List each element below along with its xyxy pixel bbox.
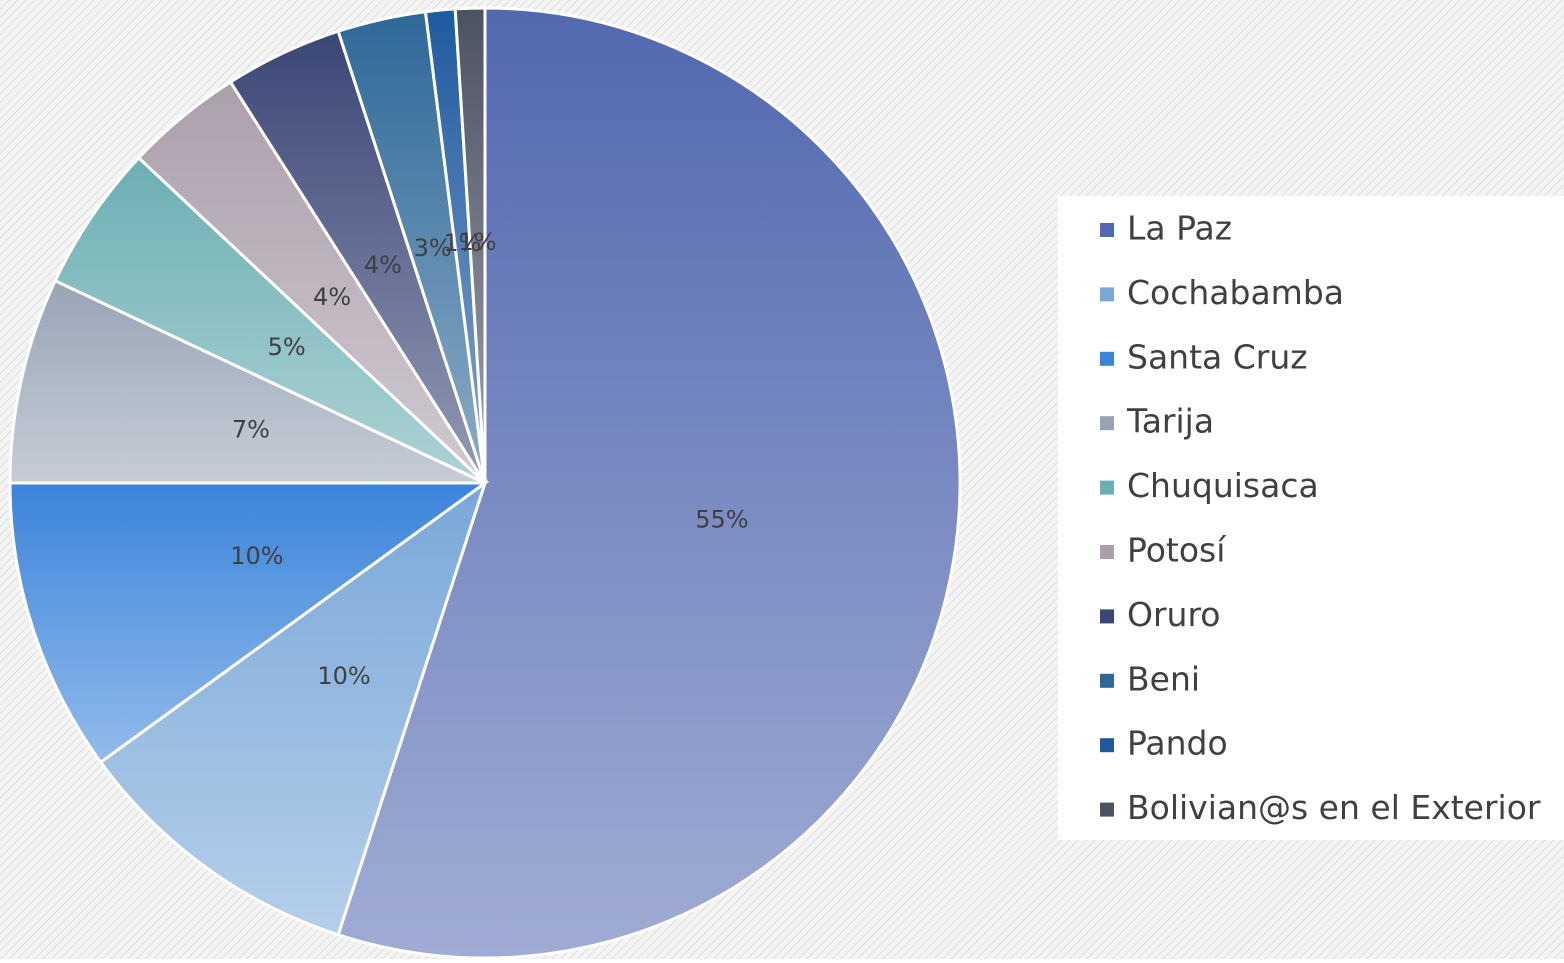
- legend-label: Pando: [1127, 724, 1228, 763]
- legend-label: Cochabamba: [1127, 273, 1344, 312]
- data-label: 10%: [317, 662, 370, 690]
- pie-slice: [453, 6, 487, 484]
- legend-swatch: [1100, 738, 1114, 753]
- pie-slice: [8, 481, 490, 765]
- legend-swatch: [1100, 287, 1114, 302]
- legend-swatch: [1100, 351, 1114, 366]
- pie-slice: [53, 155, 487, 485]
- legend-label: Potosí: [1127, 531, 1227, 570]
- legend-swatch: [1100, 416, 1114, 431]
- data-label: 4%: [313, 283, 351, 311]
- data-label: 4%: [364, 251, 402, 279]
- data-label: 1%: [458, 228, 496, 256]
- legend-box: [1058, 196, 1564, 840]
- legend-swatch: [1100, 609, 1114, 624]
- legend-swatch: [1100, 673, 1114, 688]
- pie-slice: [8, 278, 486, 485]
- legend-label: Chuquisaca: [1127, 466, 1319, 505]
- data-label: 55%: [695, 506, 748, 534]
- legend-label: La Paz: [1127, 209, 1232, 248]
- legend-swatch: [1100, 545, 1114, 559]
- pie-slice: [336, 6, 962, 960]
- data-label: 10%: [230, 542, 283, 570]
- data-label: 3%: [414, 234, 452, 262]
- legend-swatch: [1100, 480, 1114, 495]
- legend-label: Bolivian@s en el Exterior: [1127, 788, 1541, 827]
- data-label: 5%: [268, 333, 306, 361]
- pie-slice: [98, 479, 488, 937]
- legend-label: Oruro: [1127, 595, 1221, 634]
- legend-label: Tarija: [1126, 402, 1214, 441]
- legend-label: Beni: [1127, 659, 1200, 698]
- data-label: 1%: [443, 229, 481, 257]
- data-label: 7%: [232, 416, 270, 444]
- legend-swatch: [1100, 223, 1114, 237]
- legend-label: Santa Cruz: [1127, 337, 1308, 376]
- legend-swatch: [1100, 802, 1114, 817]
